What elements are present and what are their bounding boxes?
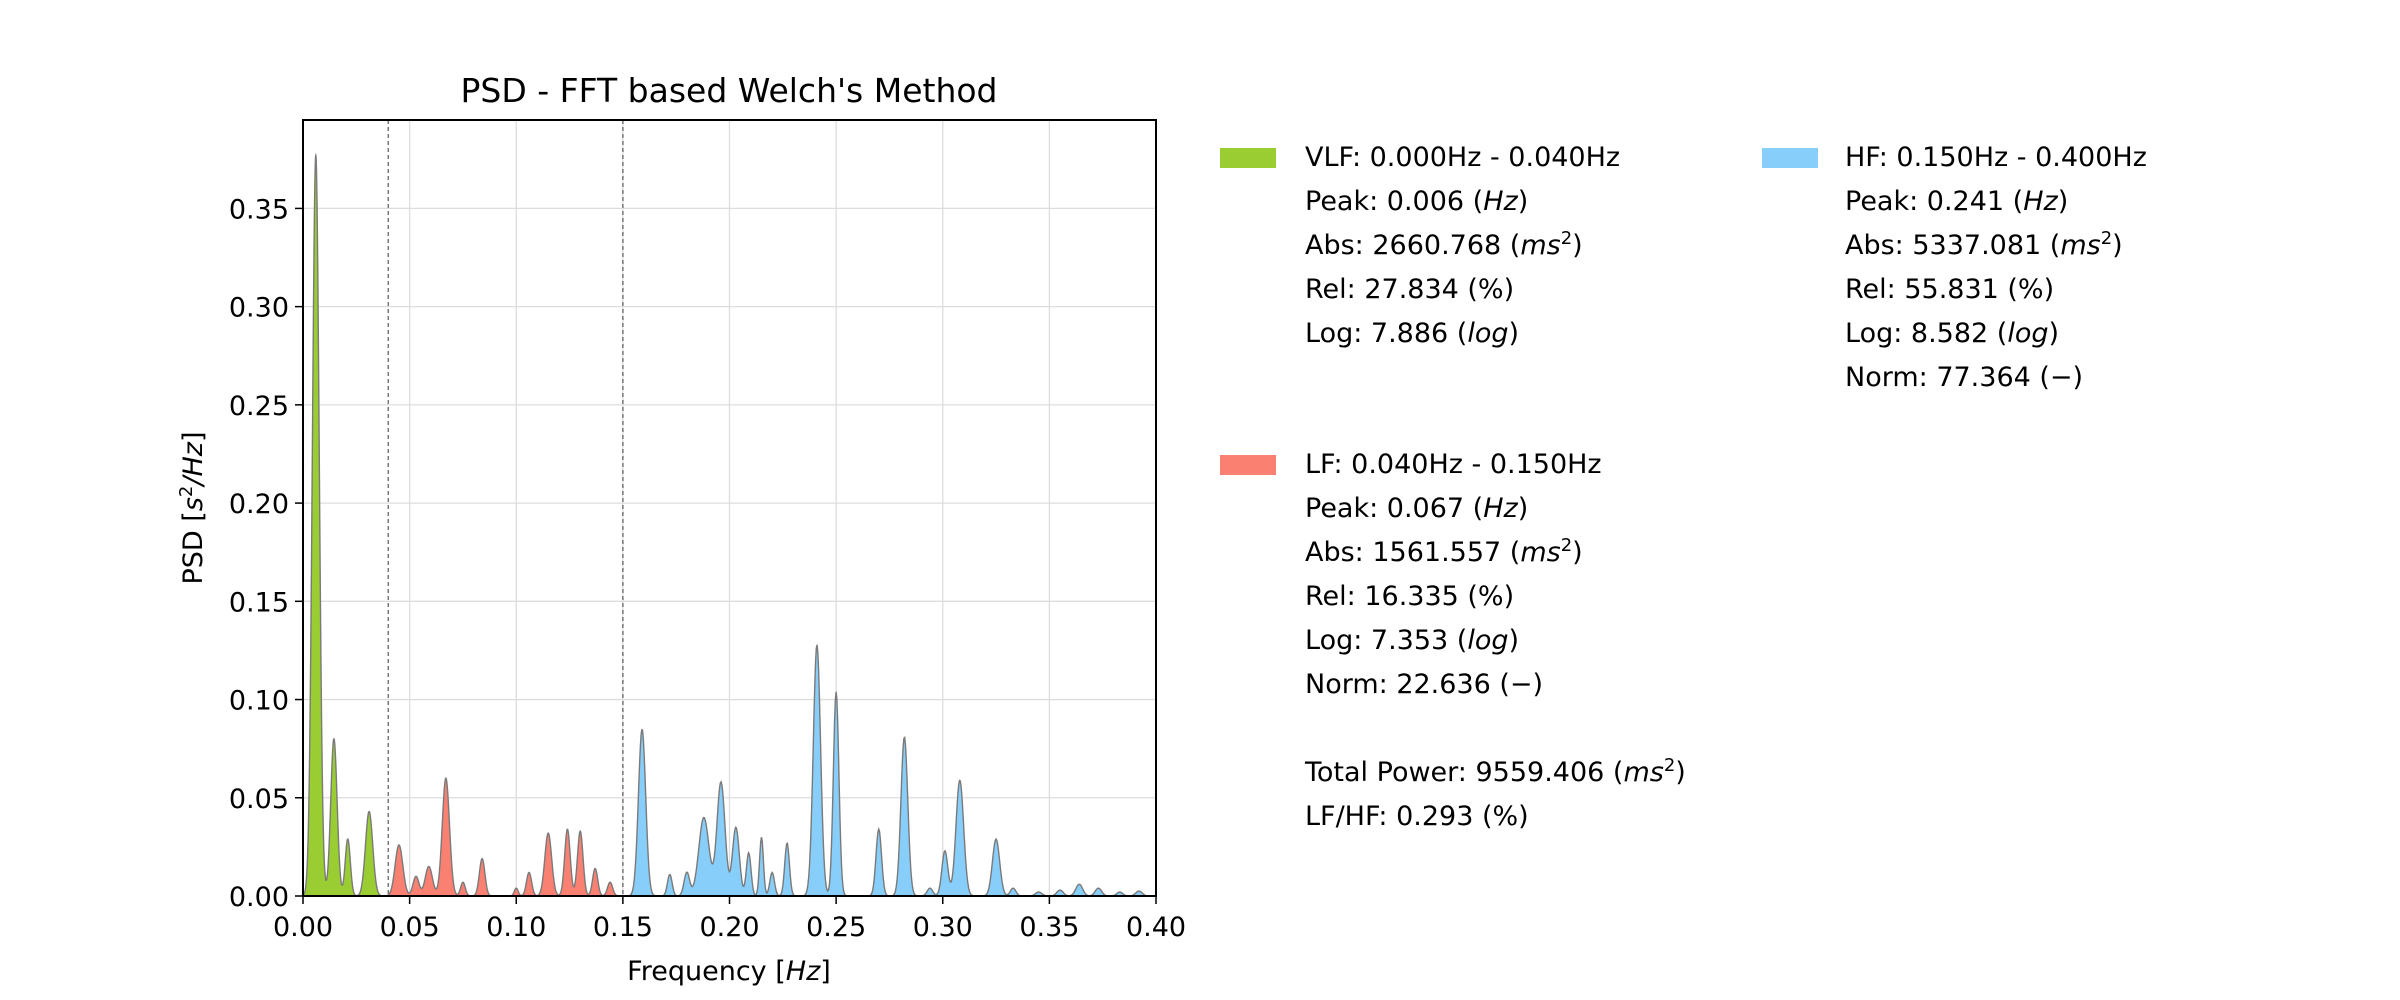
vlf-swatch: [1220, 148, 1276, 168]
lf-abs: Abs: 1561.557 (ms2): [1305, 535, 1583, 569]
hf-peak: Peak: 0.241 (Hz): [1845, 186, 2069, 217]
x-axis-label: Frequency [Hz]: [627, 956, 831, 987]
lf-legend: LF: 0.040Hz - 0.150Hz Peak: 0.067 (Hz) A…: [1305, 443, 1686, 839]
band-area-hf: [622, 644, 1156, 896]
total-power: Total Power: 9559.406 (ms2): [1305, 755, 1686, 789]
vlf-abs-value: Abs: 2660.768: [1305, 230, 1502, 261]
vlf-peak: Peak: 0.006 (Hz): [1305, 186, 1529, 217]
x-tick-label: 0.40: [1126, 912, 1186, 943]
lf-swatch: [1220, 455, 1276, 475]
hf-log-value: Log: 8.582: [1845, 318, 1989, 349]
y-axis-label-text: PSD: [178, 530, 209, 584]
lf-norm: Norm: 22.636 (−): [1305, 669, 1544, 700]
y-tick-label: 0.30: [229, 293, 289, 324]
x-axis-label-text: Frequency: [627, 956, 767, 987]
band-edge-lines: [387, 120, 624, 896]
x-axis-unit: Hz: [786, 956, 821, 987]
vlf-abs: Abs: 2660.768 (ms2): [1305, 228, 1583, 262]
lf-title: LF: 0.040Hz - 0.150Hz: [1305, 449, 1602, 480]
psd-line-lf: [387, 776, 623, 897]
psd-line-vlf: [302, 152, 389, 897]
hf-peak-unit: Hz: [2023, 186, 2058, 217]
vlf-rel: Rel: 27.834 (%): [1305, 274, 1515, 305]
lf-abs-value: Abs: 1561.557: [1305, 537, 1502, 568]
y-tick-label: 0.05: [229, 784, 289, 815]
hf-abs-value: Abs: 5337.081: [1845, 230, 2042, 261]
total-power-unit: ms: [1623, 757, 1664, 788]
lf-log-unit: log: [1467, 625, 1509, 656]
x-tick-label: 0.10: [486, 912, 546, 943]
vlf-title: VLF: 0.000Hz - 0.040Hz: [1305, 142, 1621, 173]
x-tick-label: 0.20: [699, 912, 759, 943]
x-tick-label: 0.00: [273, 912, 333, 943]
x-tick-label: 0.15: [593, 912, 653, 943]
chart-title: PSD - FFT based Welch's Method: [460, 71, 997, 110]
hf-abs: Abs: 5337.081 (ms2): [1845, 228, 2123, 262]
x-tick-label: 0.35: [1019, 912, 1079, 943]
hf-abs-unit: ms: [2060, 230, 2101, 261]
lf-log-value: Log: 7.353: [1305, 625, 1449, 656]
lf-rel: Rel: 16.335 (%): [1305, 581, 1515, 612]
vlf-log: Log: 7.886 (log): [1305, 318, 1520, 349]
x-tick-label: 0.30: [913, 912, 973, 943]
vlf-peak-value: Peak: 0.006: [1305, 186, 1465, 217]
hf-legend: HF: 0.150Hz - 0.400Hz Peak: 0.241 (Hz) A…: [1845, 136, 2147, 400]
y-axis-label: PSD [s2/Hz]: [176, 432, 209, 585]
y-tick-label: 0.15: [229, 587, 289, 618]
y-tick-label: 0.35: [229, 194, 289, 225]
y-ticks: 0.00 0.05 0.10 0.15 0.20 0.25 0.30 0.35: [229, 194, 303, 913]
hf-title: HF: 0.150Hz - 0.400Hz: [1845, 142, 2147, 173]
grid-lines: [302, 120, 1157, 897]
hf-log: Log: 8.582 (log): [1845, 318, 2060, 349]
hf-peak-value: Peak: 0.241: [1845, 186, 2005, 217]
vlf-log-value: Log: 7.886: [1305, 318, 1449, 349]
x-ticks: 0.00 0.05 0.10 0.15 0.20 0.25 0.30 0.35 0.40: [273, 896, 1186, 943]
hf-rel: Rel: 55.831 (%): [1845, 274, 2055, 305]
total-power-value: Total Power: 9559.406: [1305, 757, 1605, 788]
vlf-log-unit: log: [1467, 318, 1509, 349]
lf-peak: Peak: 0.067 (Hz): [1305, 493, 1529, 524]
lf-peak-value: Peak: 0.067: [1305, 493, 1465, 524]
vlf-legend: VLF: 0.000Hz - 0.040Hz Peak: 0.006 (Hz) …: [1305, 136, 1620, 356]
y-tick-label: 0.20: [229, 489, 289, 520]
band-area-lf: [388, 778, 623, 896]
lf-abs-unit: ms: [1520, 537, 1561, 568]
hf-norm: Norm: 77.364 (−): [1845, 362, 2084, 393]
hf-swatch: [1762, 148, 1818, 168]
vlf-abs-unit: ms: [1520, 230, 1561, 261]
lf-log: Log: 7.353 (log): [1305, 625, 1520, 656]
y-tick-label: 0.25: [229, 391, 289, 422]
y-tick-label: 0.10: [229, 686, 289, 717]
x-tick-label: 0.25: [806, 912, 866, 943]
x-tick-label: 0.05: [380, 912, 440, 943]
y-tick-label: 0.00: [229, 882, 289, 913]
band-area-vlf: [303, 155, 389, 897]
lf-peak-unit: Hz: [1483, 493, 1518, 524]
vlf-peak-unit: Hz: [1483, 186, 1518, 217]
lf-hf-ratio: LF/HF: 0.293 (%): [1305, 801, 1529, 832]
hf-log-unit: log: [2007, 318, 2049, 349]
